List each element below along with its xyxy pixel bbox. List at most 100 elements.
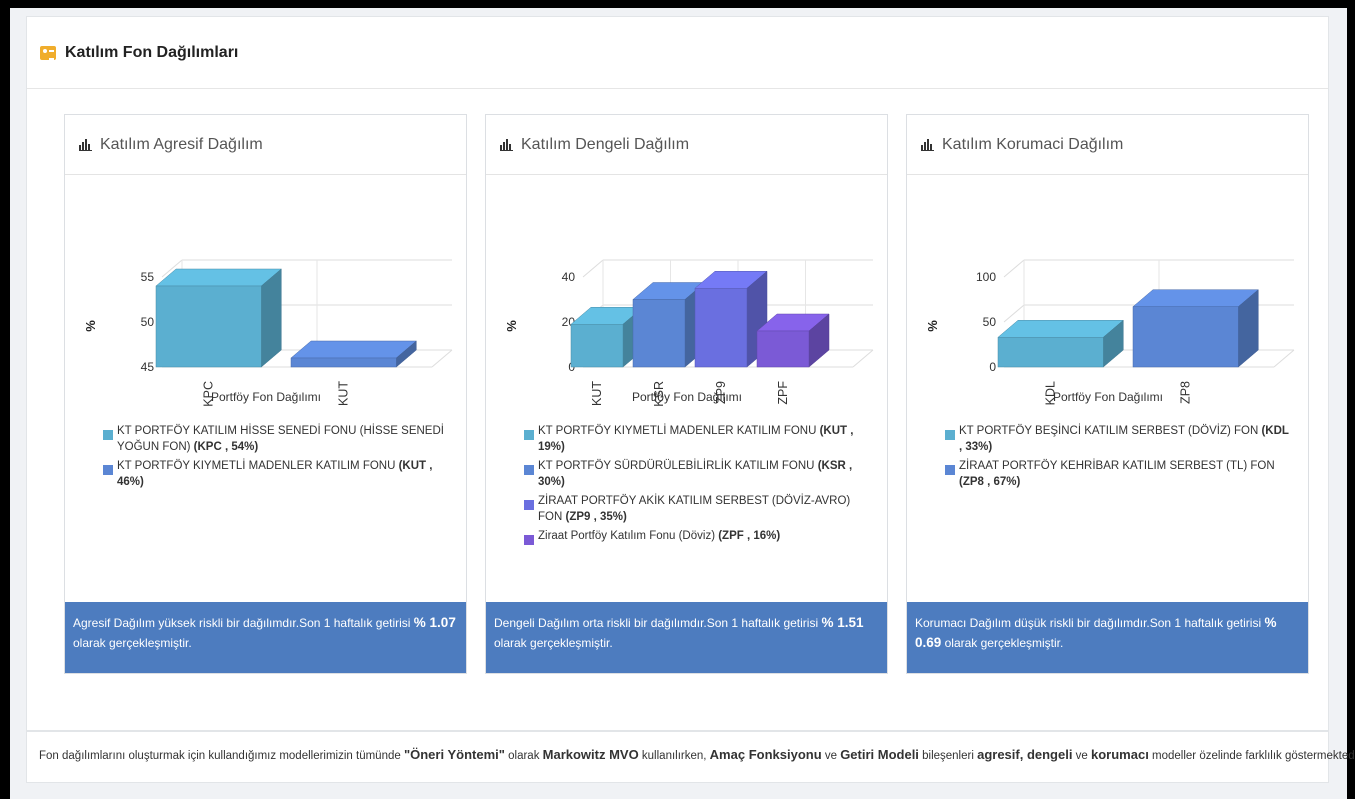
bar-front	[570, 324, 624, 368]
legend-item[interactable]: KT PORTFÖY KATILIM HİSSE SENEDİ FONU (Hİ…	[103, 423, 448, 455]
legend-swatch	[945, 465, 955, 475]
footer-return-value: % 1.07	[413, 615, 456, 630]
note-emphasis: Markowitz MVO	[542, 747, 639, 762]
grid-line	[1273, 349, 1295, 368]
card-footer: Agresif Dağılım yüksek riskli bir dağılı…	[65, 602, 466, 673]
legend-fund-name: KT PORTFÖY KATILIM HİSSE SENEDİ FONU (Hİ…	[117, 425, 444, 453]
legend-fund-name: ZİRAAT PORTFÖY AKİK KATILIM SERBEST (DÖV…	[538, 495, 851, 523]
x-axis-label: Portföy Fon Dağılımı	[1053, 390, 1163, 404]
legend-item[interactable]: ZİRAAT PORTFÖY KEHRİBAR KATILIM SERBEST …	[945, 458, 1290, 490]
x-tick-label: KPC	[202, 381, 216, 407]
footer-tail: olarak gerçekleşmiştir.	[941, 636, 1064, 650]
bar-ZPF	[756, 313, 830, 368]
page-title: Katılım Fon Dağılımları	[65, 43, 239, 61]
note-text: ve	[821, 750, 841, 762]
grid-line	[852, 349, 874, 368]
legend-label: KT PORTFÖY KATILIM HİSSE SENEDİ FONU (Hİ…	[117, 423, 448, 455]
grid-line	[582, 259, 604, 278]
bar-side	[261, 268, 282, 368]
bar-top	[290, 340, 417, 359]
card-footer: Dengeli Dağılım orta riskli bir dağılımd…	[486, 602, 887, 673]
y-tick-label: 50	[141, 315, 155, 329]
bar-top	[155, 268, 282, 287]
legend-fund-code: (KDL , 33%)	[959, 425, 1289, 453]
methodology-note: Fon dağılımlarını oluşturmak için kullan…	[26, 731, 1355, 783]
legend-label: ZİRAAT PORTFÖY AKİK KATILIM SERBEST (DÖV…	[538, 493, 869, 525]
legend-fund-code: (KSR , 30%)	[538, 460, 853, 488]
grid-line	[431, 349, 453, 368]
footer-text: Korumacı Dağılım düşük riskli bir dağılı…	[915, 616, 1265, 630]
main-panel: Katılım Fon Dağılımları Katılım Agresif …	[26, 16, 1329, 731]
legend-label: KT PORTFÖY SÜRDÜRÜLEBİLİRLİK KATILIM FON…	[538, 458, 869, 490]
footer-return-value: % 0.69	[915, 615, 1277, 650]
x-tick-label: KUT	[337, 381, 351, 406]
bar-KDL	[997, 319, 1124, 368]
y-tick-label: 50	[983, 315, 997, 329]
bar-front	[756, 330, 810, 368]
note-emphasis: Getiri Modeli	[840, 747, 919, 762]
y-tick-label: 0	[989, 360, 996, 374]
x-tick-label: ZP8	[1179, 381, 1193, 404]
note-text: ve	[1072, 750, 1092, 762]
note-text: bileşenleri	[918, 750, 978, 762]
legend-fund-name: KT PORTFÖY SÜRDÜRÜLEBİLİRLİK KATILIM FON…	[538, 460, 818, 472]
bar-KPC	[155, 268, 282, 368]
y-axis-label: %	[925, 320, 940, 332]
y-tick-label: 40	[562, 270, 576, 284]
bar-front	[1132, 306, 1239, 368]
chart-agresif: 45 50 55 KPC KUT% Portföy Fon Dağılımı	[83, 259, 453, 407]
legend-fund-code: (ZP8 , 67%)	[959, 476, 1021, 488]
legend-swatch	[945, 430, 955, 440]
card-dengeli: Katılım Dengeli Dağılım 02040KUTKSRZP9ZP…	[485, 114, 888, 674]
y-axis-label: %	[504, 320, 519, 332]
legend-item[interactable]: ZİRAAT PORTFÖY AKİK KATILIM SERBEST (DÖV…	[524, 493, 869, 525]
card-header: Katılım Agresif Dağılım	[65, 115, 466, 175]
legend-label: KT PORTFÖY KIYMETLİ MADENLER KATILIM FON…	[538, 423, 869, 455]
footer-tail: olarak gerçekleşmiştir.	[73, 636, 192, 650]
bar-KUT	[290, 340, 417, 368]
legend-fund-name: KT PORTFÖY BEŞİNCİ KATILIM SERBEST (DÖVİ…	[959, 425, 1262, 437]
bar-ZP9	[694, 270, 768, 368]
legend-swatch	[524, 430, 534, 440]
legend-fund-code: (ZPF , 16%)	[718, 530, 781, 542]
legend-fund-name: KT PORTFÖY KIYMETLİ MADENLER KATILIM FON…	[538, 425, 820, 437]
card-title: Katılım Korumaci Dağılım	[942, 135, 1124, 153]
bar-top	[997, 320, 1124, 338]
bar-front	[290, 357, 397, 368]
card-title: Katılım Agresif Dağılım	[100, 135, 263, 153]
legend-korumaci: KT PORTFÖY BEŞİNCİ KATILIM SERBEST (DÖVİ…	[945, 423, 1290, 493]
legend-item[interactable]: KT PORTFÖY SÜRDÜRÜLEBİLİRLİK KATILIM FON…	[524, 458, 869, 490]
card-title: Katılım Dengeli Dağılım	[521, 135, 690, 153]
legend-fund-code: (KPC , 54%)	[193, 441, 259, 453]
legend-item[interactable]: KT PORTFÖY KIYMETLİ MADENLER KATILIM FON…	[103, 458, 448, 490]
bar-front	[997, 337, 1104, 368]
legend-label: Ziraat Portföy Katılım Fonu (Döviz) (ZPF…	[538, 528, 780, 544]
grid-line	[1003, 259, 1025, 278]
footer-tail: olarak gerçekleşmiştir.	[494, 636, 613, 650]
legend-label: ZİRAAT PORTFÖY KEHRİBAR KATILIM SERBEST …	[959, 458, 1290, 490]
y-tick-label: 45	[141, 360, 155, 374]
x-axis-label: Portföy Fon Dağılımı	[632, 390, 742, 404]
legend-item[interactable]: KT PORTFÖY KIYMETLİ MADENLER KATILIM FON…	[524, 423, 869, 455]
panel-header: Katılım Fon Dağılımları	[27, 17, 1328, 89]
card-korumaci: Katılım Korumaci Dağılım 0 50 100 KDL ZP8% Po…	[906, 114, 1309, 674]
legend-item[interactable]: KT PORTFÖY BEŞİNCİ KATILIM SERBEST (DÖVİ…	[945, 423, 1290, 455]
legend-label: KT PORTFÖY KIYMETLİ MADENLER KATILIM FON…	[117, 458, 448, 490]
bar-front	[632, 299, 686, 368]
footer-text: Dengeli Dağılım orta riskli bir dağılımd…	[494, 616, 822, 630]
legend-fund-name: ZİRAAT PORTFÖY KEHRİBAR KATILIM SERBEST …	[959, 460, 1275, 472]
legend-fund-name: Ziraat Portföy Katılım Fonu (Döviz)	[538, 530, 719, 542]
chart-dengeli: 02040KUTKSRZP9ZPF%Portföy Fon Dağılımı	[504, 259, 874, 407]
legend-swatch	[103, 430, 113, 440]
grid-line	[161, 259, 183, 278]
x-tick-label: KDL	[1044, 381, 1058, 405]
legend-item[interactable]: Ziraat Portföy Katılım Fonu (Döviz) (ZPF…	[524, 528, 869, 545]
y-tick-label: 55	[141, 270, 155, 284]
bar-chart-icon	[79, 138, 92, 151]
note-text: olarak	[504, 750, 543, 762]
legend-fund-code: (KUT , 46%)	[117, 460, 433, 488]
note-emphasis: "Öneri Yöntemi"	[403, 747, 505, 762]
note-emphasis: Amaç Fonksiyonu	[709, 747, 822, 762]
bar-KSR	[632, 281, 706, 368]
note-emphasis: agresif, dengeli	[977, 747, 1073, 762]
